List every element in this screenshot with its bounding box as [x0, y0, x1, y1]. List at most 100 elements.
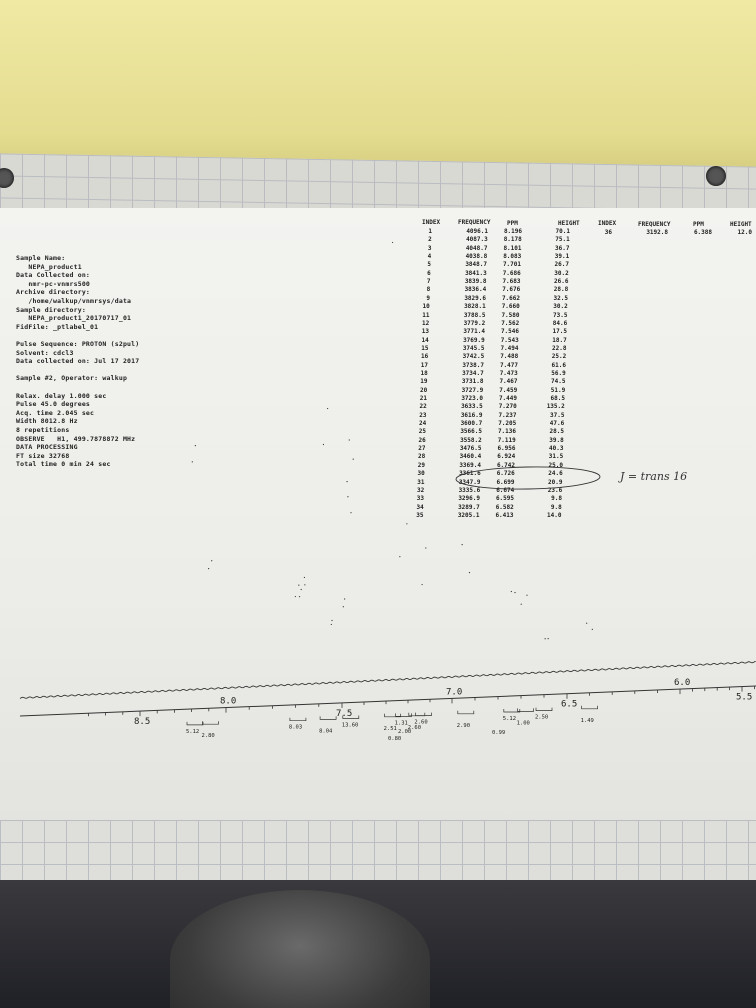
- table-cell: 61.6: [551, 361, 566, 369]
- x-tick-label: 7.5: [336, 709, 352, 719]
- x-tick-label: 6.0: [674, 678, 690, 688]
- table-cell: 3742.5: [462, 353, 485, 361]
- info-line: Data collected on: Jul 17 2017: [16, 357, 140, 366]
- spectrum-trace: [19, 660, 756, 699]
- integral-label: 8.03: [289, 725, 302, 731]
- handwritten-circle: [455, 466, 601, 490]
- table-header: FREQUENCY: [638, 220, 671, 228]
- table-cell: 7.494: [500, 344, 519, 352]
- table-cell: 7.488: [500, 353, 519, 361]
- peak-marker: [421, 583, 423, 586]
- table-cell: 16: [421, 353, 429, 361]
- table-cell: 3836.4: [464, 286, 487, 294]
- x-tick-label: 8.5: [134, 717, 150, 727]
- table-cell: 1: [428, 228, 432, 235]
- table-cell: 3788.5: [463, 311, 486, 319]
- peak-marker: [591, 628, 593, 630]
- table-cell: 36.7: [555, 244, 570, 252]
- binder-hole-icon: [0, 168, 14, 188]
- table-cell: 73.5: [553, 311, 568, 319]
- table-cell: 27: [418, 445, 426, 453]
- info-line: OBSERVE H1, 499.7878872 MHz: [16, 434, 136, 443]
- info-line: nmr-pc-vnmrs500: [16, 279, 91, 288]
- table-cell: 7.136: [497, 428, 516, 436]
- peak-marker: [406, 523, 408, 525]
- integral-label: 2.00: [398, 729, 411, 735]
- table-cell: 18: [420, 369, 428, 377]
- table-cell: 3600.7: [460, 420, 483, 428]
- table-cell: 3771.4: [463, 328, 485, 336]
- peak-marker: [526, 594, 528, 596]
- table-cell: 37.5: [550, 411, 565, 419]
- info-line: FidFile: _ptlabel_01: [16, 322, 99, 331]
- table-header: INDEX: [422, 219, 441, 226]
- integral-bracket: [457, 710, 475, 715]
- table-cell: 3347.9: [458, 478, 481, 486]
- table-cell: 3335.6: [458, 486, 481, 494]
- table-cell: 3192.8: [646, 229, 668, 236]
- table-cell: 36: [604, 229, 612, 236]
- peak-marker: [544, 638, 546, 640]
- table-cell: 3738.7: [462, 361, 484, 369]
- x-tick-label: 6.5: [561, 700, 577, 710]
- table-cell: 7.683: [502, 278, 521, 286]
- integral-label: 2.51: [384, 726, 397, 732]
- table-cell: 25.0: [548, 461, 563, 469]
- x-axis: [19, 685, 756, 717]
- table-cell: 3723.0: [461, 395, 483, 402]
- integral-label: 2.80: [202, 733, 215, 739]
- table-cell: 4048.7: [465, 244, 488, 252]
- table-cell: 25.2: [551, 353, 567, 361]
- peak-marker: [303, 576, 306, 579]
- table-cell: 7: [426, 278, 431, 286]
- table-cell: 3769.9: [463, 336, 485, 344]
- peak-marker: [392, 241, 394, 244]
- table-cell: 3828.1: [464, 303, 486, 311]
- table-cell: 9.8: [550, 503, 562, 511]
- table-cell: 7.467: [499, 378, 518, 386]
- table-header: HEIGHT: [558, 219, 580, 227]
- peak-marker: [208, 568, 210, 570]
- peak-marker: [322, 443, 325, 446]
- x-tick-label: 7.0: [446, 687, 462, 697]
- peak-marker: [547, 638, 549, 640]
- table-cell: 3734.7: [462, 369, 484, 377]
- table-cell: 28.5: [549, 428, 564, 436]
- table-cell: 14.0: [547, 511, 562, 519]
- table-cell: 6.674: [496, 486, 515, 494]
- table-cell: 47.6: [549, 420, 565, 428]
- info-line: NEPA_product1: [16, 262, 82, 271]
- info-line: Data Collected on:: [16, 271, 91, 280]
- integral-bracket: [289, 717, 307, 722]
- table-cell: 8: [426, 286, 431, 294]
- table-cell: 34: [416, 503, 424, 511]
- table-cell: 7.543: [500, 336, 519, 344]
- table-cell: 8.178: [503, 236, 522, 244]
- integral-label: 2.90: [457, 723, 470, 729]
- table-cell: 5: [427, 261, 431, 269]
- info-line: /home/walkup/vnmrsys/data: [16, 297, 132, 305]
- table-cell: 84.6: [552, 319, 568, 327]
- integral-bracket: [186, 721, 204, 726]
- table-cell: 7.662: [501, 294, 520, 302]
- peak-marker: [327, 407, 329, 410]
- integral-bracket: [202, 721, 219, 725]
- table-cell: 3745.5: [462, 344, 485, 352]
- table-cell: 3839.8: [464, 278, 487, 286]
- table-cell: 18.7: [552, 336, 567, 344]
- integral-label: 2.60: [414, 720, 427, 726]
- table-cell: 3727.9: [461, 386, 484, 394]
- table-cell: 23: [419, 411, 427, 419]
- integral-label: 8.04: [319, 728, 333, 734]
- table-cell: 35: [416, 511, 424, 519]
- integral-bracket: [503, 709, 521, 713]
- info-line: Solvent: cdcl3: [16, 348, 74, 357]
- info-line: Acq. time 2.045 sec: [16, 408, 95, 417]
- table-cell: 7.477: [499, 361, 518, 369]
- peak-marker: [300, 588, 302, 591]
- peak-marker: [304, 584, 306, 586]
- integral-bracket: [415, 712, 432, 716]
- table-cell: 7.473: [499, 369, 518, 377]
- table-cell: 74.5: [551, 378, 566, 386]
- table-cell: 17.5: [552, 328, 567, 336]
